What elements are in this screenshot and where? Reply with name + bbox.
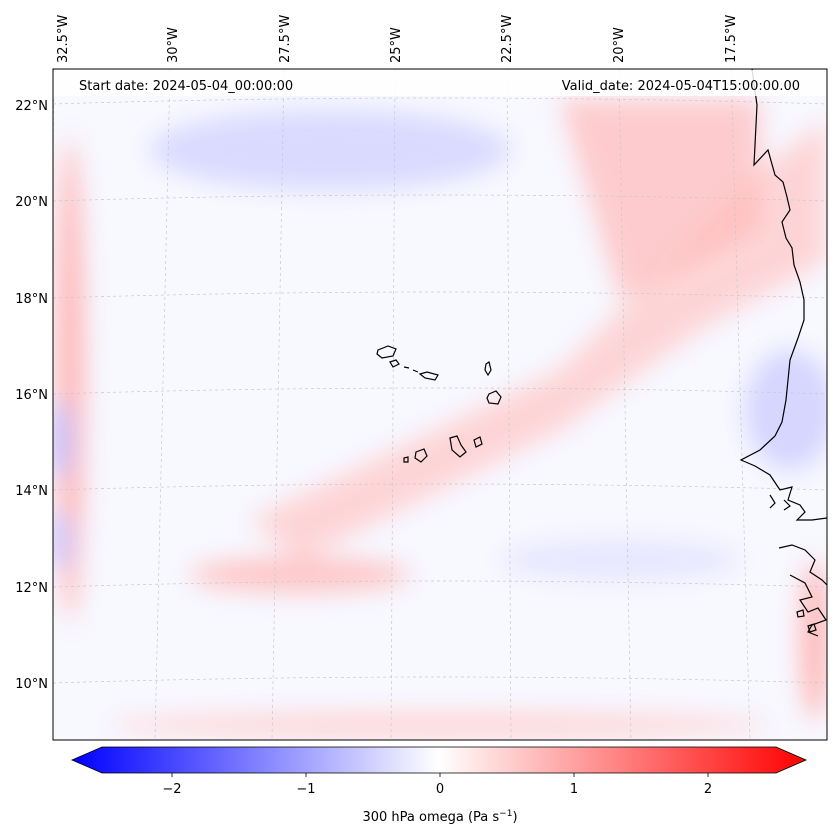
omega-negative-west-2 <box>53 510 72 570</box>
lat-label: 20°N <box>15 195 48 210</box>
colorbar-label: 300 hPa omega (Pa s−1) <box>362 809 517 825</box>
lon-label: 25°W <box>389 27 404 63</box>
island-sal <box>484 361 492 377</box>
lat-label: 14°N <box>15 484 48 499</box>
coastline-guinea-bissau <box>778 544 827 586</box>
coastline-bijagos-1 <box>796 609 805 618</box>
map-border <box>52 68 828 741</box>
lat-label: 18°N <box>15 292 48 307</box>
lon-label: 30°W <box>166 27 181 63</box>
graticule <box>53 69 827 740</box>
island-boa-vista <box>486 390 502 405</box>
latitude-labels: 22°N 20°N 18°N 16°N 14°N 12°N 10°N <box>15 99 48 692</box>
colorbar-label-sup: −1 <box>499 809 512 819</box>
omega-positive-east <box>801 560 827 720</box>
meridian-20w <box>618 69 632 740</box>
lon-label: 27.5°W <box>278 15 293 63</box>
island-santiago <box>449 435 467 458</box>
omega-negative-mid <box>500 540 740 580</box>
colorbar-tick-label: 2 <box>704 782 712 797</box>
parallel-20n <box>53 194 827 202</box>
omega-positive-west <box>56 140 84 620</box>
island-maio <box>473 436 483 448</box>
island-sao-nicolau <box>412 369 439 381</box>
omega-positive-band <box>250 120 827 560</box>
valid-date-text: Valid_date: 2024-05-04T15:00:00.00 <box>562 79 800 94</box>
lon-label: 20°W <box>612 27 627 63</box>
island-santa-luzia <box>403 366 410 369</box>
coastline-detail-1 <box>783 499 791 511</box>
meridian-25w <box>390 69 396 740</box>
colorbar-label-main: 300 hPa omega (Pa s <box>362 810 499 825</box>
coastline-bijagos-2 <box>807 623 817 633</box>
meridian-30w <box>154 69 171 740</box>
colorbar-tick-label: −2 <box>162 782 181 797</box>
coastline-guinea <box>789 574 827 637</box>
coastline-mauritania-senegal <box>739 69 827 521</box>
island-santo-antao <box>376 345 397 359</box>
meridian-17-5w <box>730 69 751 740</box>
lat-label: 22°N <box>15 99 48 114</box>
lon-label: 22.5°W <box>500 15 515 63</box>
lat-label: 16°N <box>15 388 48 403</box>
lon-label: 32.5°W <box>56 15 71 63</box>
colorbar-bar <box>70 746 808 774</box>
lat-label: 12°N <box>15 581 48 596</box>
omega-positive-ne <box>560 100 760 300</box>
colorbar-ticks <box>171 773 709 777</box>
parallel-14n <box>53 483 827 491</box>
parallel-10n <box>53 676 827 684</box>
colorbar-tick-label: 1 <box>570 782 578 797</box>
parallel-16n <box>53 387 827 395</box>
coastline <box>739 69 827 637</box>
island-fogo <box>414 448 428 463</box>
omega-positive-south <box>190 557 410 593</box>
omega-field <box>53 100 827 737</box>
omega-positive-bottom <box>110 713 770 737</box>
colorbar-label-close: ) <box>512 810 517 825</box>
island-sao-vicente <box>389 359 400 368</box>
parallel-22n <box>53 97 827 105</box>
omega-negative-north <box>150 110 510 190</box>
header-strip <box>53 70 827 96</box>
parallel-12n <box>53 580 827 588</box>
longitude-labels: 32.5°W 30°W 27.5°W 25°W 22.5°W 20°W 17.5… <box>56 15 739 63</box>
parallel-18n <box>53 291 827 299</box>
colorbar-tick-label: 0 <box>436 782 444 797</box>
omega-negative-west-1 <box>53 400 72 480</box>
cape-verde-islands <box>376 345 502 463</box>
omega-negative-east <box>745 350 827 470</box>
colorbar: −2 −1 0 1 2 300 hPa omega (Pa s−1) <box>70 746 808 825</box>
lat-label: 10°N <box>15 677 48 692</box>
start-date-text: Start date: 2024-05-04_00:00:00 <box>79 79 293 94</box>
coastline-detail-2 <box>769 494 776 509</box>
lon-label: 17.5°W <box>724 15 739 63</box>
meridian-22-5w <box>506 69 512 740</box>
colorbar-tick-label: −1 <box>296 782 315 797</box>
island-brava <box>403 456 409 463</box>
map-panel: Start date: 2024-05-04_00:00:00 Valid_da… <box>53 69 827 740</box>
meridian-27-5w <box>271 69 285 740</box>
